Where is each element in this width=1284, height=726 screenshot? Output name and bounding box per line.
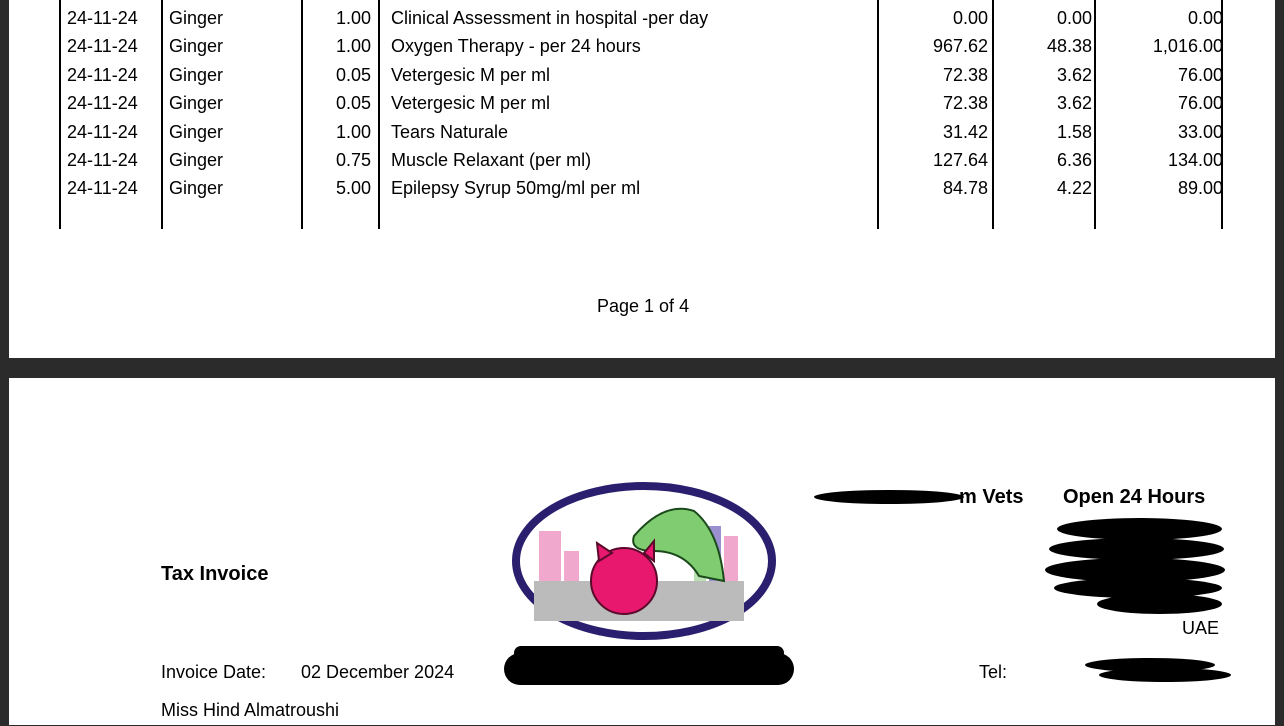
cell-patient: Ginger (169, 93, 224, 114)
cell-description: Tears Naturale (391, 121, 509, 142)
tel-label: Tel: (979, 662, 1008, 682)
clinic-name: m Vets (959, 486, 1024, 508)
cell-qty: 1.00 (335, 121, 371, 142)
cell-patient: Ginger (169, 64, 224, 85)
cell-vat: 4.22 (1056, 178, 1092, 199)
cell-patient: Ginger (169, 121, 224, 142)
cell-vat: 0.00 (1056, 8, 1092, 28)
redaction (1054, 578, 1222, 598)
redaction (814, 490, 964, 504)
cell-date: 24-11-24 (67, 36, 138, 57)
table-divider (877, 0, 879, 229)
table-divider (1094, 0, 1096, 229)
cell-net: 72.38 (942, 93, 988, 114)
cell-description: Vetergesic M per ml (391, 64, 551, 85)
cell-date: 24-11-24 (67, 64, 138, 85)
cell-patient: Ginger (169, 36, 224, 57)
cell-qty: 5.00 (335, 178, 371, 199)
page-number: Page 1 of 4 (597, 296, 690, 316)
cell-description: Oxygen Therapy - per 24 hours (391, 36, 641, 57)
cell-total: 33.00 (1177, 121, 1223, 142)
cell-date: 24-11-24 (67, 8, 138, 28)
cell-qty: 0.05 (335, 64, 371, 85)
table-divider (59, 0, 61, 229)
cell-vat: 3.62 (1056, 64, 1092, 85)
clinic-country: UAE (1182, 618, 1220, 638)
redaction (1049, 538, 1224, 560)
cell-patient: Ginger (169, 150, 224, 170)
table-divider (992, 0, 994, 229)
cell-date: 24-11-24 (67, 150, 138, 170)
cell-net: 84.78 (942, 178, 988, 199)
invoice-page-2: Tax Invoice m Vets Open 24 Hours UAE Tel… (9, 378, 1275, 725)
cell-date: 24-11-24 (67, 121, 138, 142)
cell-net: 72.38 (942, 64, 988, 85)
table-divider (301, 0, 303, 229)
open-hours: Open 24 Hours (1063, 486, 1206, 508)
redaction (1057, 518, 1222, 540)
cell-total: 0.00 (1187, 8, 1223, 28)
redaction (1099, 668, 1231, 682)
cell-qty: 1.00 (335, 8, 371, 28)
document-title: Tax Invoice (161, 563, 269, 585)
cell-vat: 1.58 (1056, 121, 1092, 142)
table-divider (1221, 0, 1223, 229)
cell-total: 134.00 (1167, 150, 1223, 170)
cell-vat: 48.38 (1046, 36, 1092, 57)
cell-description: Muscle Relaxant (per ml) (391, 150, 592, 170)
clinic-logo (494, 481, 800, 721)
cell-net: 967.62 (932, 36, 988, 57)
cell-description: Clinical Assessment in hospital -per day (391, 8, 709, 28)
cell-qty: 0.75 (335, 150, 371, 170)
cell-net: 127.64 (932, 150, 988, 170)
cell-total: 1,016.00 (1152, 36, 1223, 57)
invoice-date: 02 December 2024 (301, 662, 455, 682)
cell-net: 0.00 (952, 8, 988, 28)
cell-description: Vetergesic M per ml (391, 93, 551, 114)
invoice-page-1: 24-11-24 Ginger 1.00 Clinical Assessment in… (9, 0, 1275, 358)
cell-date: 24-11-24 (67, 178, 138, 199)
cell-patient: Ginger (169, 8, 224, 28)
table-divider (161, 0, 163, 229)
invoice-date-label: Invoice Date: (161, 662, 267, 682)
redaction (1097, 594, 1222, 614)
cell-total: 76.00 (1177, 64, 1223, 85)
cell-qty: 1.00 (335, 36, 371, 57)
cell-qty: 0.05 (335, 93, 371, 114)
table-divider (378, 0, 380, 229)
cell-description: Epilepsy Syrup 50mg/ml per ml (391, 178, 641, 199)
cell-total: 76.00 (1177, 93, 1223, 114)
cell-total: 89.00 (1177, 178, 1223, 199)
cell-patient: Ginger (169, 178, 224, 199)
cell-date: 24-11-24 (67, 93, 138, 114)
customer-name: Miss Hind Almatroushi (161, 700, 340, 720)
cell-vat: 6.36 (1056, 150, 1092, 170)
cell-vat: 3.62 (1056, 93, 1092, 114)
cell-net: 31.42 (942, 121, 988, 142)
